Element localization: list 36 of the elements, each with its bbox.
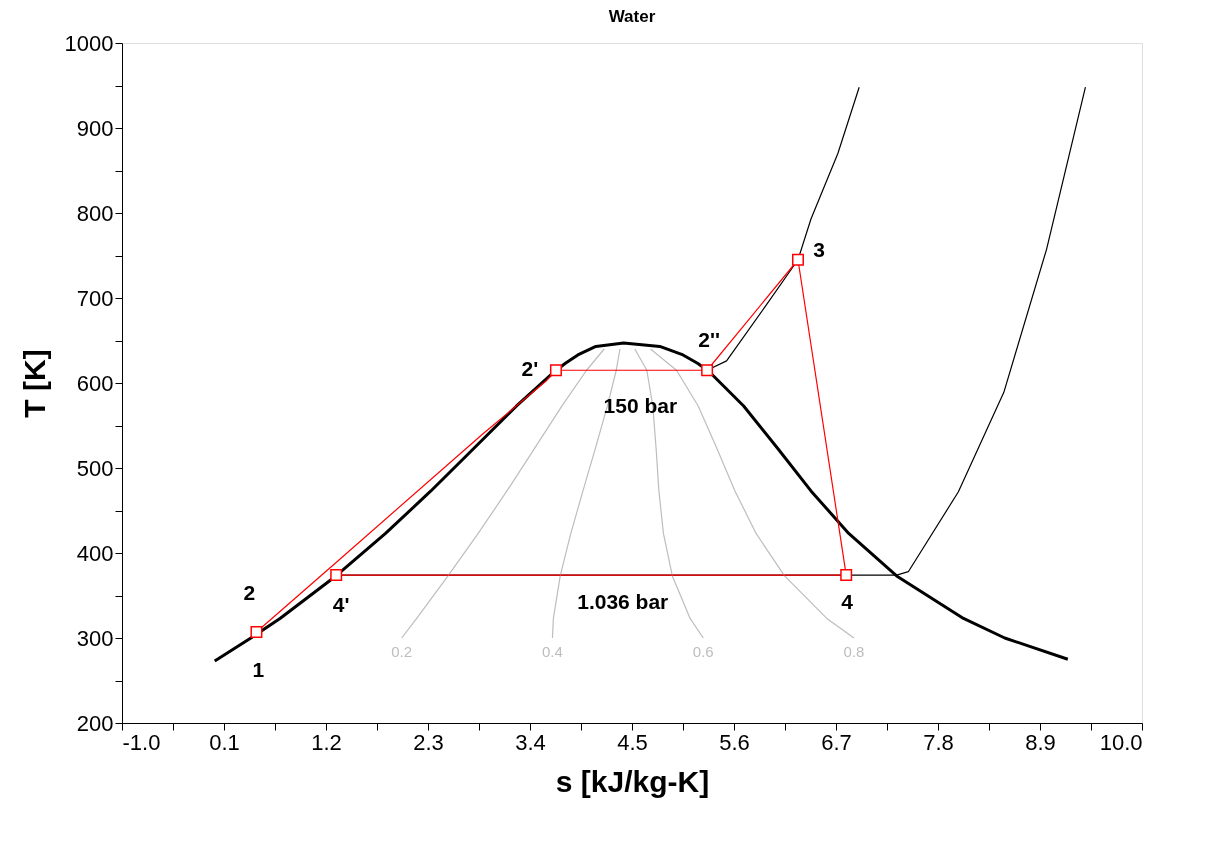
annotation: 1.036 bar bbox=[577, 590, 669, 614]
x-tick-label: 3.4 bbox=[515, 729, 546, 755]
annotation: 2' bbox=[521, 357, 539, 381]
x-tick-label: 4.5 bbox=[617, 729, 648, 755]
y-tick-label: 300 bbox=[76, 625, 114, 651]
x-tick-label: -1.0 bbox=[122, 729, 161, 755]
annotation: 2 bbox=[243, 581, 256, 605]
series-label: 0.6 bbox=[692, 643, 714, 660]
annotation: 4 bbox=[841, 590, 854, 614]
x-tick-label: 6.7 bbox=[821, 729, 852, 755]
x-tick-label: 5.6 bbox=[719, 729, 750, 755]
series-label: 0.2 bbox=[391, 643, 413, 660]
x-tick-label: 0.1 bbox=[209, 729, 240, 755]
annotation: 1 bbox=[252, 658, 265, 682]
y-tick-label: 900 bbox=[76, 115, 114, 141]
x-tick-label: 7.8 bbox=[923, 729, 954, 755]
series-label: 0.8 bbox=[843, 643, 865, 660]
y-tick-label: 500 bbox=[76, 455, 114, 481]
series-label: 0.4 bbox=[542, 643, 563, 660]
x-tick-label: 10.0 bbox=[1099, 729, 1143, 755]
x-tick-label: 1.2 bbox=[311, 729, 342, 755]
x-axis-title: s [kJ/kg-K] bbox=[555, 764, 710, 798]
annotation: 2'' bbox=[698, 328, 720, 352]
y-tick-label: 600 bbox=[76, 370, 114, 396]
annotation: 4' bbox=[332, 593, 350, 617]
y-tick-label: 200 bbox=[76, 710, 114, 736]
y-tick-label: 800 bbox=[76, 200, 114, 226]
y-tick-label: 1000 bbox=[64, 30, 114, 56]
y-tick-label: 700 bbox=[76, 285, 114, 311]
x-tick-label: 2.3 bbox=[413, 729, 444, 755]
chart-title: Water bbox=[608, 7, 656, 26]
y-axis-title: T [K] bbox=[17, 349, 51, 418]
y-tick-label: 400 bbox=[76, 540, 114, 566]
annotation: 3 bbox=[813, 237, 825, 261]
annotation: 150 bar bbox=[603, 394, 678, 418]
x-tick-label: 8.9 bbox=[1025, 729, 1056, 755]
